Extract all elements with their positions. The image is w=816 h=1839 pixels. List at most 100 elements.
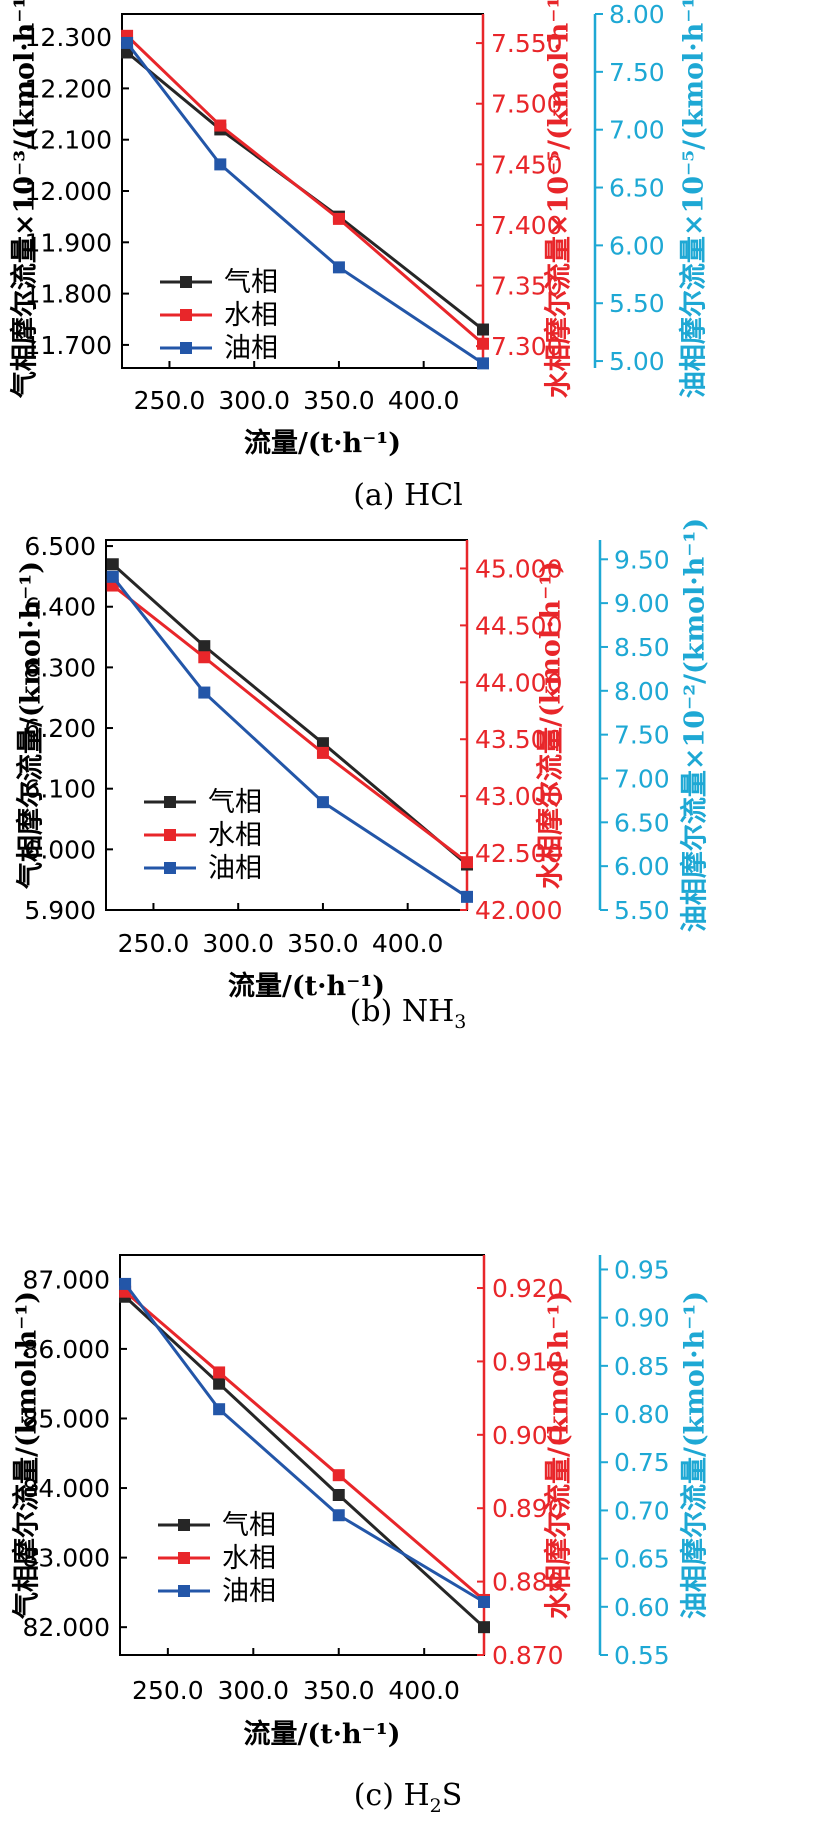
legend-marker	[178, 1552, 190, 1564]
y-tick-label: 44.500	[475, 611, 562, 640]
data-point	[477, 323, 489, 336]
caption-hcl: (a) HCl	[0, 478, 816, 513]
y-tick-label: 45.000	[475, 554, 562, 583]
y-tick-label: 42.000	[475, 896, 562, 925]
y-tick-label: 6.000	[24, 835, 96, 864]
data-point	[106, 558, 119, 571]
caption-sub: 2	[429, 1795, 442, 1817]
y-tick-label: 0.55	[614, 1641, 670, 1670]
y-tick-label: 6.500	[24, 532, 96, 561]
legend-label: 气相	[222, 1510, 276, 1541]
legend-label: 油相	[208, 853, 262, 884]
y-axis-label: 水相摩尔流量/(kmol·h⁻¹)	[543, 1291, 575, 1619]
legend-label: 气相	[224, 267, 278, 298]
data-point	[198, 651, 211, 664]
series-line	[125, 42, 484, 365]
caption-name: NH	[401, 994, 455, 1029]
x-tick-label: 300.0	[218, 386, 290, 415]
legend-marker	[178, 1585, 190, 1597]
legend-label: 油相	[222, 1576, 276, 1607]
data-point	[316, 796, 329, 809]
x-tick-label: 350.0	[303, 1676, 375, 1705]
series-line	[124, 1290, 485, 1602]
x-tick-label: 350.0	[287, 929, 359, 958]
y-tick-label: 12.300	[25, 23, 112, 52]
y-tick-label: 8.00	[609, 0, 665, 29]
series-line	[126, 34, 484, 345]
y-tick-label: 5.50	[609, 289, 665, 318]
caption-prefix: (b)	[349, 994, 402, 1029]
y-tick-label: 84.000	[23, 1474, 110, 1503]
y-tick-label: 0.60	[614, 1593, 670, 1622]
x-tick-label: 400.0	[372, 929, 444, 958]
data-point	[461, 856, 473, 869]
y-tick-label: 11.800	[25, 280, 112, 309]
x-axis-label: 流量/(t·h⁻¹)	[244, 1719, 401, 1750]
y-axis-label: 油相摩尔流量×10⁻²/(kmol·h⁻¹)	[679, 518, 711, 932]
y-tick-label: 7.300	[491, 332, 563, 361]
data-point	[214, 158, 227, 171]
y-tick-label: 12.100	[25, 126, 112, 155]
y-tick-label: 82.000	[23, 1613, 110, 1642]
y-tick-label: 43.000	[475, 782, 562, 811]
chart-hcl: 250.0 300.0 350.0 400.0 11.700 11.800 11.900 12…	[9, 0, 710, 459]
series-line	[124, 1295, 486, 1629]
y-tick-label: 8.00	[614, 677, 670, 706]
y-tick-label: 7.400	[491, 211, 563, 240]
y-tick-label: 87.000	[23, 1265, 110, 1294]
data-point	[198, 640, 211, 653]
y-tick-label: 5.50	[614, 896, 670, 925]
y-tick-label: 7.50	[609, 58, 665, 87]
legend-label: 水相	[224, 300, 278, 331]
chart-panel-nh3: 250.0 300.0 350.0 400.0 5.900 6.000 6.100 6.200…	[0, 518, 816, 1090]
series-line	[111, 563, 468, 866]
legend-marker	[164, 862, 176, 874]
legend-label: 油相	[224, 333, 278, 364]
y-tick-label: 0.85	[614, 1352, 670, 1381]
y-tick-label: 7.500	[491, 90, 563, 119]
x-tick-label: 250.0	[132, 1676, 204, 1705]
y-tick-label: 8.50	[614, 633, 670, 662]
caption-name: H	[403, 1778, 430, 1813]
x-tick-label: 250.0	[118, 929, 190, 958]
data-point	[316, 746, 329, 759]
data-point	[461, 890, 473, 903]
legend-marker	[178, 1519, 190, 1531]
y-tick-label: 7.450	[491, 150, 563, 179]
data-point	[213, 1366, 226, 1379]
y-tick-label: 12.200	[25, 74, 112, 103]
caption-sub: 3	[454, 1011, 467, 1033]
data-point	[316, 737, 329, 750]
y-tick-label: 6.50	[609, 174, 665, 203]
legend-label: 水相	[222, 1543, 276, 1574]
y-tick-label: 9.50	[614, 545, 670, 574]
y-tick-label: 0.65	[614, 1545, 670, 1574]
y-tick-label: 7.350	[491, 272, 563, 301]
data-point	[213, 1377, 226, 1390]
legend-label: 水相	[208, 820, 262, 851]
y-tick-label: 0.75	[614, 1448, 670, 1477]
chart-nh3: 250.0 300.0 350.0 400.0 5.900 6.000 6.100 6.200…	[15, 518, 711, 1002]
y-tick-label: 43.500	[475, 725, 562, 754]
data-point	[213, 1403, 226, 1416]
data-point	[121, 29, 134, 42]
y-tick-label: 0.80	[614, 1400, 670, 1429]
y-tick-label: 6.400	[24, 593, 96, 622]
y-axis-label: 油相摩尔流量/(kmol·h⁻¹)	[679, 1291, 711, 1619]
y-tick-label: 6.00	[609, 231, 665, 260]
y-tick-label: 7.550	[491, 29, 563, 58]
y-axis-label: 气相摩尔流量×10⁻³/(kmol·h⁻¹)	[9, 0, 41, 399]
y-tick-label: 0.910	[492, 1347, 564, 1376]
legend-label: 气相	[208, 787, 262, 818]
caption-h2s: (c) H2S	[0, 1778, 816, 1817]
data-point	[121, 36, 134, 49]
y-tick-label: 11.700	[25, 331, 112, 360]
y-tick-label: 0.95	[614, 1255, 670, 1284]
data-point	[332, 212, 345, 225]
caption-nh3: (b) NH3	[0, 994, 816, 1033]
x-tick-label: 300.0	[202, 929, 274, 958]
data-point	[214, 119, 227, 132]
y-tick-label: 86.000	[23, 1335, 110, 1364]
caption-prefix: (c)	[353, 1778, 404, 1813]
data-point	[119, 1277, 132, 1290]
